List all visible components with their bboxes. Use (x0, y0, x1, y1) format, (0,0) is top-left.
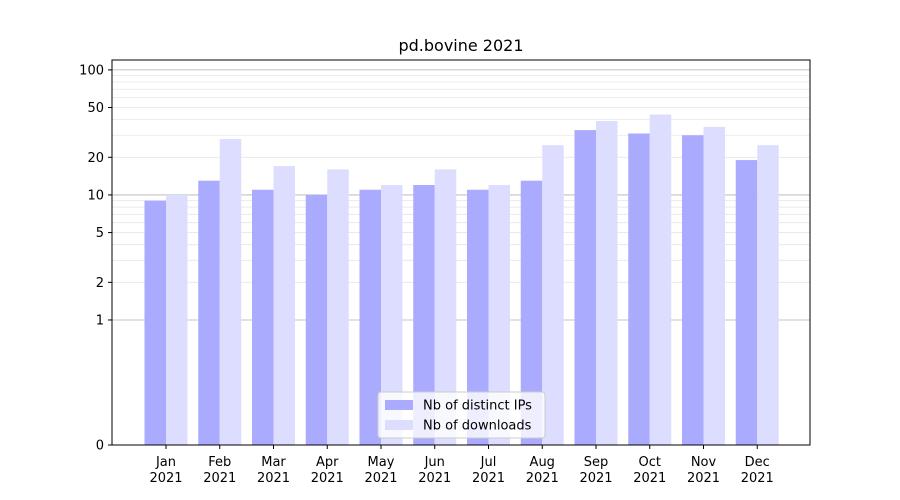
x-tick-label-year: 2021 (741, 471, 774, 486)
plot-area-frame (111, 59, 811, 446)
y-tick-label: 2 (96, 276, 104, 291)
x-tick-label-month: Jul (480, 455, 497, 470)
y-axis-ticks: 0 1 2 5 10 20 50 100 (79, 63, 112, 454)
y-tick-label: 50 (87, 101, 104, 116)
x-tick-label-year: 2021 (149, 471, 182, 486)
bar-distinct-ips (252, 189, 274, 445)
y-tick-label: 0 (96, 439, 104, 454)
x-tick-label-month: Aug (530, 455, 555, 470)
x-tick-label-month: May (368, 455, 395, 470)
bar-downloads (219, 139, 242, 445)
x-tick-label-year: 2021 (364, 471, 397, 486)
x-tick-label-month: Dec (745, 455, 770, 470)
bar-downloads (649, 114, 672, 445)
x-tick-label-month: Jun (424, 455, 445, 470)
x-tick-label-month: Sep (584, 455, 609, 470)
x-tick-label-month: Apr (316, 455, 339, 470)
bars (144, 114, 779, 446)
bar-distinct-ips (413, 185, 435, 445)
bar-downloads (273, 166, 295, 445)
bar-downloads (434, 169, 457, 445)
x-tick-label-year: 2021 (203, 471, 236, 486)
bar-distinct-ips (467, 189, 489, 445)
bar-downloads (757, 145, 779, 445)
bar-downloads (166, 194, 188, 445)
bar-distinct-ips (144, 200, 166, 445)
bar-distinct-ips (520, 180, 543, 445)
bar-distinct-ips (305, 194, 328, 445)
bar-distinct-ips (682, 135, 704, 445)
x-axis-ticks: Jan2021Feb2021Mar2021Apr2021May2021Jun20… (149, 445, 774, 486)
bar-distinct-ips (198, 180, 220, 445)
bar-distinct-ips (735, 160, 758, 445)
x-tick-label-year: 2021 (526, 471, 559, 486)
x-tick-label-year: 2021 (579, 471, 612, 486)
y-tick-label: 10 (87, 188, 104, 203)
y-tick-label: 1 (96, 313, 104, 328)
y-tick-label: 20 (87, 151, 104, 166)
x-tick-label-year: 2021 (687, 471, 720, 486)
legend-label-distinct-ips: Nb of distinct IPs (423, 399, 532, 414)
legend-swatch-distinct-ips (385, 400, 413, 410)
x-tick-label-year: 2021 (418, 471, 451, 486)
x-tick-label-year: 2021 (311, 471, 344, 486)
x-tick-label-month: Jan (155, 455, 176, 470)
bar-distinct-ips (628, 133, 650, 445)
legend-box (377, 391, 546, 439)
bar-downloads (542, 145, 564, 445)
bar-downloads (703, 126, 725, 446)
x-tick-label-year: 2021 (472, 471, 505, 486)
x-tick-label-month: Feb (208, 455, 231, 470)
legend-swatch-downloads (385, 420, 413, 430)
x-tick-label-year: 2021 (633, 471, 666, 486)
legend-label-downloads: Nb of downloads (423, 419, 532, 434)
bar-downloads (327, 169, 349, 445)
x-tick-label-month: Oct (639, 455, 661, 470)
bar-downloads (596, 121, 618, 446)
bar-distinct-ips (574, 130, 596, 445)
x-tick-label-month: Mar (261, 455, 286, 470)
bar-downloads (381, 185, 403, 445)
bar-distinct-ips (359, 189, 381, 445)
chart-title: pd.bovine 2021 (398, 36, 523, 55)
legend: Nb of distinct IPs Nb of downloads (377, 391, 546, 439)
y-tick-label: 100 (79, 63, 104, 78)
x-tick-label-year: 2021 (257, 471, 290, 486)
y-tick-label: 5 (96, 226, 104, 241)
bar-downloads (488, 185, 510, 445)
x-tick-label-month: Nov (691, 455, 717, 470)
